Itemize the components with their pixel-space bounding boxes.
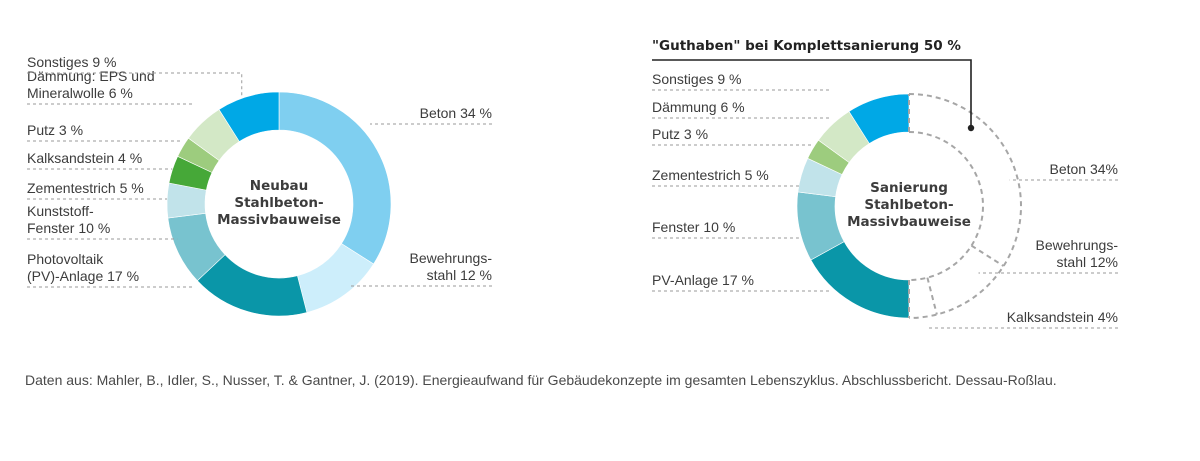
- guthaben-header: "Guthaben" bei Komplettsanierung 50 %: [652, 38, 961, 54]
- label-fenster: Fenster 10 %: [652, 219, 735, 235]
- label-bewehrung: Bewehrungs-stahl 12 %: [410, 250, 493, 283]
- label-pv: Photovoltaik (PV)-Anlage 17 %: [27, 251, 139, 284]
- label-zementestrich: Zementestrich 5 %: [27, 180, 144, 196]
- slice-beton: [278, 91, 392, 265]
- label-putz: Putz 3 %: [652, 126, 708, 142]
- guthaben-inner-outline: [908, 131, 984, 281]
- guthaben-outer-outline: [908, 93, 1022, 319]
- source-note: Daten aus: Mahler, B., Idler, S., Nusser…: [25, 372, 1057, 388]
- label-sonstiges: Sonstiges 9 %: [27, 54, 117, 70]
- donut-center-title: Sanierung Stahlbeton-Massivbauweise: [847, 180, 971, 230]
- donut-center-title: Neubau Stahlbeton-Massivbauweise: [217, 178, 341, 228]
- label-beton: Beton 34%: [1050, 161, 1119, 177]
- guthaben-callout-line: [652, 59, 972, 128]
- slice-pv: [810, 241, 910, 319]
- label-zementestrich: Zementestrich 5 %: [652, 167, 769, 183]
- label-putz: Putz 3 %: [27, 122, 83, 138]
- label-fenster: Kunststoff-Fenster 10 %: [27, 203, 110, 236]
- donut-chart-neubau: Beton 34 % Bewehrungs-stahl 12 % Photovolt…: [27, 54, 493, 317]
- label-daemmung: Dämmung: EPS und Mineralwolle 6 %: [27, 68, 155, 101]
- label-kalksandstein: Kalksandstein 4 %: [27, 150, 142, 166]
- label-bewehrung: Bewehrungs-stahl 12%: [1036, 237, 1119, 270]
- label-daemmung: Dämmung 6 %: [652, 99, 745, 115]
- label-sonstiges: Sonstiges 9 %: [652, 71, 742, 87]
- guthaben-divider-bewehrung: [926, 277, 938, 315]
- guthaben-callout-dot: [967, 124, 975, 132]
- slice-sonstiges: [218, 91, 280, 142]
- label-kalksandstein: Kalksandstein 4%: [1007, 309, 1118, 325]
- guthaben-divider-beton: [970, 244, 1005, 267]
- label-beton: Beton 34 %: [420, 105, 492, 121]
- donut-chart-sanierung: "Guthaben" bei Komplettsanierung 50 % Bet…: [652, 38, 1119, 329]
- label-pv: PV-Anlage 17 %: [652, 272, 754, 288]
